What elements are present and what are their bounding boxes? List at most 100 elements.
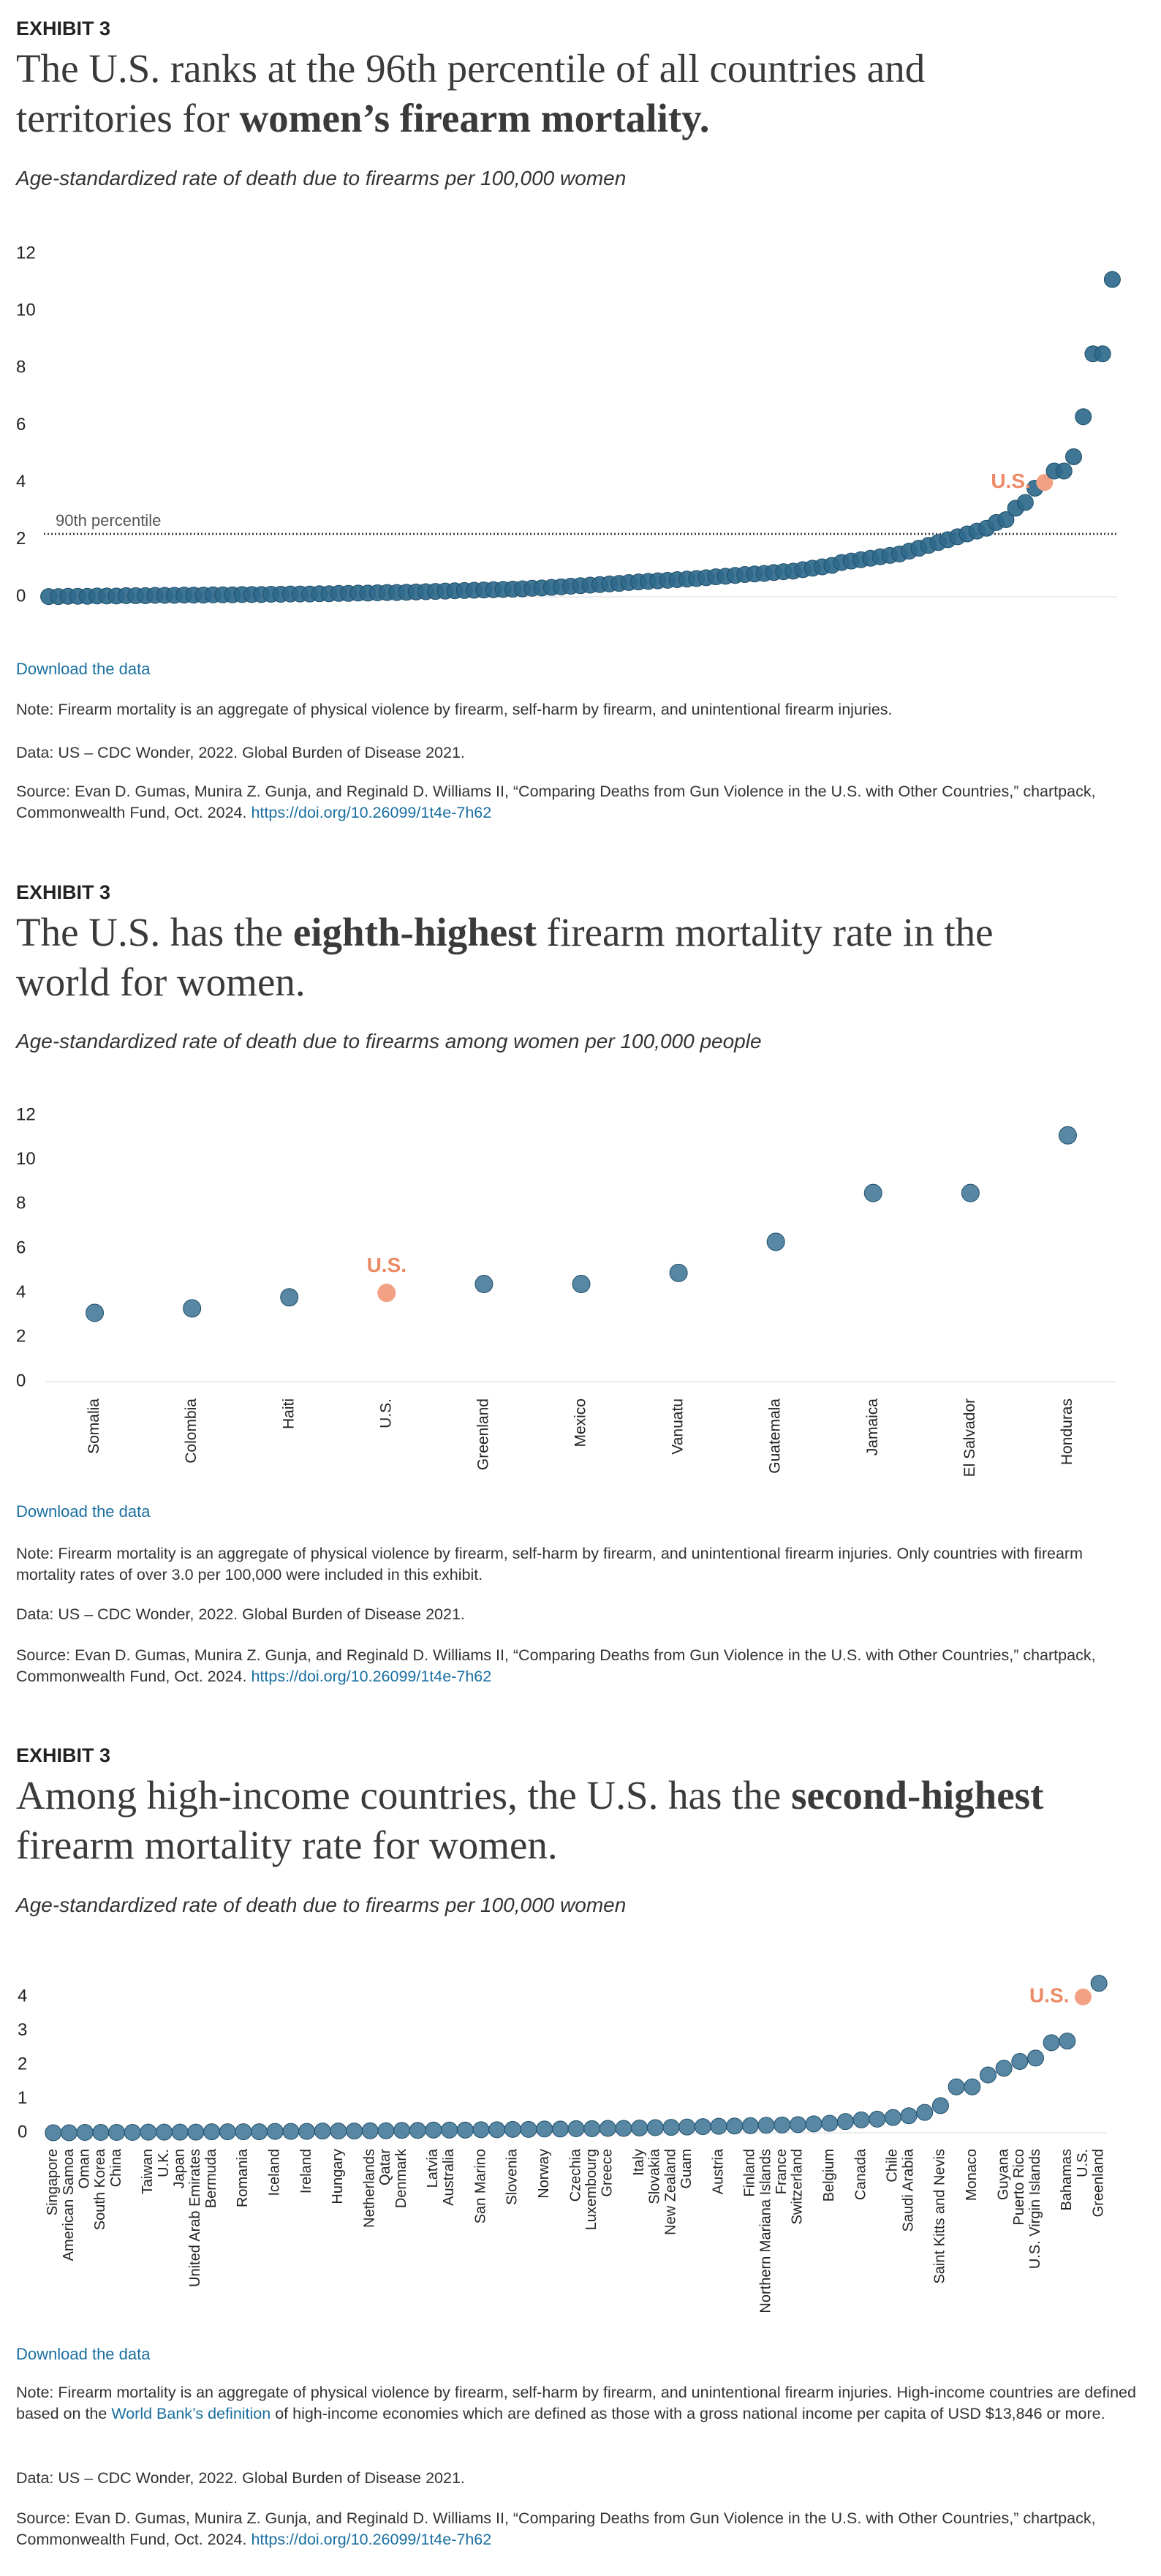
data-point [805,2115,822,2133]
exhibit-label: EXHIBIT 3 [16,881,111,903]
note-text: Source: Evan D. Gumas, Munira Z. Gunja, … [16,783,1096,821]
y-tick-label: 2 [16,529,26,549]
data-point [583,2120,601,2137]
x-tick-label: South Korea [92,2148,108,2230]
x-tick-label: Austria [710,2148,726,2194]
data-point [1090,1975,1108,1992]
data-point [330,2123,347,2140]
data-point [646,2119,664,2136]
x-tick-label: Taiwan [140,2149,156,2194]
data-point [995,2060,1013,2077]
data-point [346,2123,363,2140]
data-point [1043,2034,1060,2052]
data-point [726,2117,744,2135]
x-tick-label: Saint Kitts and Nevis [932,2149,948,2284]
data-point [298,2123,316,2140]
x-tick-label: Northern Mariana Islands [757,2149,774,2313]
data-point [863,1183,882,1202]
x-tick-label: Guatemala [767,1398,784,1474]
data-point [1058,1126,1077,1145]
x-tick-label: Latvia [425,2148,441,2188]
data-point [520,2120,537,2138]
download-link[interactable]: Download the data [16,660,151,678]
data-point [282,2123,300,2140]
link[interactable]: https://doi.org/10.26099/1t4e-7h62 [251,2531,492,2548]
note-text: Source: Evan D. Gumas, Munira Z. Gunja, … [16,2509,1096,2548]
x-tick-label: Qatar [377,2149,393,2185]
y-tick-label: 10 [16,1149,36,1169]
data-point [1055,462,1073,480]
data-point [1026,2049,1044,2067]
data-point [1036,474,1054,492]
data-point [961,1183,980,1202]
note: Data: US – CDC Wonder, 2022. Global Burd… [16,2468,1146,2489]
data-point [1059,2033,1076,2050]
y-tick-label: 4 [16,1282,26,1302]
x-tick-label: Iceland [267,2149,283,2196]
note: Source: Evan D. Gumas, Munira Z. Gunja, … [16,2508,1146,2550]
data-point [678,2118,696,2136]
x-tick-label: American Samoa [61,2148,77,2261]
data-point [979,2066,997,2084]
x-tick-label: El Salvador [961,1398,978,1477]
x-tick-label: Oman [76,2149,92,2188]
chart: 0 1 2 3 4 Singapore American Samoa Oman South Ko… [18,1975,1108,2313]
data-point [472,2121,490,2139]
data-point [314,2123,331,2140]
x-tick-label: Slovakia [647,2148,663,2204]
data-point [156,2123,173,2141]
data-point [757,2117,775,2134]
y-tick-label: 4 [16,472,26,492]
data-point [572,1275,591,1294]
x-tick-label: U.S. Virgin Islands [1027,2149,1043,2269]
x-tick-label: Denmark [393,2148,409,2208]
x-tick-label: Bermuda [203,2148,219,2208]
x-tick-label: Switzerland [790,2149,806,2224]
link[interactable]: https://doi.org/10.26099/1t4e-7h62 [251,804,492,821]
note-text: Note: Firearm mortality is an aggregate … [16,701,893,718]
chart-title: The U.S. has the eighth-highest firearm … [16,908,1076,1007]
chart: 0 2 4 6 8 10 12 90th percentile U.S. [16,243,1121,606]
x-tick-label: United Arab Emirates [187,2149,203,2287]
data-point [916,2104,934,2121]
note: Note: Firearm mortality is an aggregate … [16,1543,1146,1586]
highlight-label: U.S. [991,470,1030,492]
note-text: Data: US – CDC Wonder, 2022. Global Burd… [16,744,465,761]
data-point [997,511,1015,528]
exhibit-label: EXHIBIT 3 [16,1744,111,1766]
data-point [377,2122,395,2139]
data-point [931,2097,949,2114]
title-part: The U.S. has the [16,910,293,954]
link[interactable]: World Bank’s definition [111,2405,271,2422]
data-point [536,2120,553,2138]
note-text: of high-income economies which are defin… [271,2405,1105,2422]
y-tick-label: 12 [16,1104,36,1124]
x-tick-label: Guyana [995,2148,1011,2200]
download-link[interactable]: Download the data [16,1502,151,1521]
y-tick-label: 2 [18,2054,27,2074]
highlight-label: U.S. [367,1254,406,1276]
x-tick-label: Czechia [567,2148,583,2202]
data-point [456,2121,474,2139]
data-point [766,1232,785,1251]
exhibit-label: EXHIBIT 3 [16,18,111,39]
x-tick-label: Jamaica [864,1398,881,1456]
x-tick-label: China [108,2148,124,2187]
data-point [852,2111,870,2128]
link[interactable]: https://doi.org/10.26099/1t4e-7h62 [251,1668,492,1685]
x-tick-label: Monaco [964,2149,980,2201]
data-point [361,2122,379,2139]
data-point [183,1299,202,1318]
x-tick-label: U.K. [156,2149,172,2177]
x-tick-label: Hungary [330,2149,346,2204]
data-point [504,2120,521,2138]
x-tick-label: Canada [852,2148,869,2200]
x-tick-label: Luxembourg [583,2149,600,2230]
data-point [1094,345,1111,363]
x-tick-label: Greece [600,2149,616,2197]
download-link[interactable]: Download the data [16,2345,151,2363]
data-point [567,2120,585,2137]
x-tick-label: Greenland [1090,2149,1106,2217]
data-point [235,2123,252,2141]
